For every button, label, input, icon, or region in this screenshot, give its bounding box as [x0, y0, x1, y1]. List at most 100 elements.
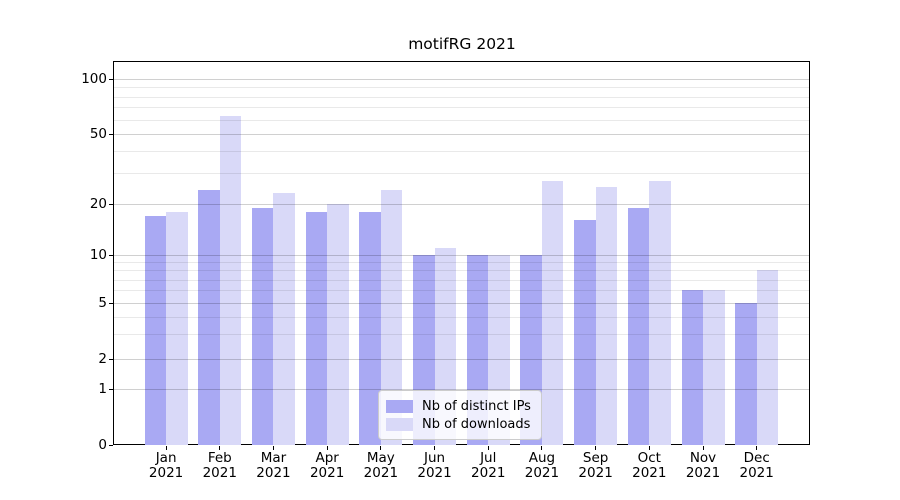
- gridline-minor-60: [114, 119, 809, 121]
- bar-nb-of-downloads-nov: [703, 290, 725, 445]
- gridline-minor-30: [114, 173, 809, 175]
- x-tick-label-year-nov: 2021: [685, 465, 721, 481]
- y-tick-label-10: 10: [89, 247, 107, 263]
- x-tick-label-month-jul: Jul: [480, 450, 497, 466]
- gridline-major-50: [114, 134, 809, 135]
- x-tick-label-month-jan: Jan: [155, 450, 177, 466]
- x-axis-tick-apr: [326, 446, 328, 450]
- x-axis-tick-may: [380, 446, 382, 450]
- x-tick-label-year-aug: 2021: [524, 465, 560, 481]
- bar-nb-of-downloads-jan: [166, 211, 188, 445]
- y-axis-tick-20: [109, 203, 113, 205]
- chart-title: motifRG 2021: [408, 35, 516, 53]
- x-axis-tick-oct: [648, 446, 650, 450]
- x-tick-label-feb: Feb 2021: [190, 451, 250, 481]
- y-tick-label-100: 100: [81, 71, 107, 87]
- x-tick-label-year-oct: 2021: [632, 465, 667, 481]
- y-tick-label-1: 1: [98, 381, 107, 397]
- x-tick-label-month-dec: Dec: [743, 450, 770, 466]
- bar-nb-of-distinct-ips-sep: [574, 220, 596, 445]
- y-tick-label-20: 20: [89, 196, 107, 212]
- legend-label-downloads: Nb of downloads: [422, 416, 531, 432]
- x-tick-label-jan: Jan 2021: [136, 451, 196, 481]
- x-tick-label-month-apr: Apr: [315, 450, 339, 466]
- x-axis-tick-jan: [165, 446, 167, 450]
- x-tick-label-year-may: 2021: [363, 465, 399, 481]
- x-tick-label-month-oct: Oct: [637, 450, 661, 466]
- plot-area: [113, 61, 810, 445]
- gridline-minor-70: [114, 107, 809, 109]
- bar-nb-of-downloads-dec: [756, 270, 779, 445]
- x-tick-label-month-mar: Mar: [260, 450, 287, 466]
- y-axis-tick-0: [109, 444, 113, 446]
- x-axis-tick-feb: [219, 446, 221, 450]
- bar-nb-of-downloads-feb: [219, 115, 242, 445]
- bar-nb-of-distinct-ips-nov: [681, 290, 703, 445]
- bar-nb-of-downloads-sep: [595, 186, 618, 445]
- x-tick-label-month-aug: Aug: [528, 450, 556, 466]
- x-axis-tick-dec: [756, 446, 758, 450]
- x-tick-label-dec: Dec 2021: [727, 451, 787, 481]
- x-tick-label-mar: Mar 2021: [243, 451, 303, 481]
- bar-nb-of-distinct-ips-jan: [144, 215, 167, 445]
- x-tick-label-may: May 2021: [351, 451, 411, 481]
- x-tick-label-month-may: May: [366, 450, 395, 466]
- x-tick-label-month-nov: Nov: [689, 450, 717, 466]
- bar-nb-of-distinct-ips-may: [359, 211, 381, 445]
- x-axis-tick-jul: [487, 446, 489, 450]
- legend-item-distinct-ips: Nb of distinct IPs: [386, 398, 534, 414]
- bar-nb-of-downloads-mar: [273, 193, 295, 445]
- x-tick-label-aug: Aug 2021: [512, 451, 572, 481]
- gridline-major-100: [114, 79, 809, 80]
- x-tick-label-year-jun: 2021: [417, 465, 452, 481]
- x-axis-tick-aug: [541, 446, 543, 450]
- bar-nb-of-distinct-ips-oct: [627, 207, 650, 445]
- bar-nb-of-downloads-may: [380, 190, 403, 445]
- x-tick-label-year-apr: 2021: [309, 465, 345, 481]
- y-tick-label-5: 5: [98, 295, 107, 311]
- x-tick-label-year-dec: 2021: [739, 465, 774, 481]
- x-tick-label-apr: Apr 2021: [297, 451, 357, 481]
- x-tick-label-year-jan: 2021: [148, 465, 184, 481]
- legend-label-distinct-ips: Nb of distinct IPs: [422, 398, 531, 414]
- legend-swatch-downloads: [386, 417, 413, 431]
- x-tick-label-oct: Oct 2021: [619, 451, 679, 481]
- y-axis-tick-1: [109, 388, 113, 390]
- legend: Nb of distinct IPs Nb of downloads: [378, 390, 542, 440]
- x-tick-label-month-jun: Jun: [424, 450, 446, 466]
- legend-swatch-distinct-ips: [386, 399, 413, 413]
- y-axis-tick-50: [109, 133, 113, 135]
- x-axis-tick-mar: [272, 446, 274, 450]
- y-axis-tick-2: [109, 358, 113, 360]
- x-axis-tick-sep: [595, 446, 597, 450]
- y-axis-tick-10: [109, 254, 113, 256]
- y-tick-label-0: 0: [98, 437, 107, 453]
- bar-nb-of-distinct-ips-mar: [251, 207, 274, 445]
- bar-nb-of-distinct-ips-dec: [735, 303, 757, 445]
- y-axis-tick-100: [109, 78, 113, 80]
- gridline-minor-80: [114, 96, 809, 98]
- legend-item-downloads: Nb of downloads: [386, 416, 534, 432]
- bar-nb-of-distinct-ips-feb: [198, 190, 220, 445]
- x-tick-label-month-sep: Sep: [582, 450, 609, 466]
- bar-nb-of-downloads-apr: [327, 204, 349, 445]
- x-axis-tick-jun: [434, 446, 436, 450]
- gridline-minor-40: [114, 151, 809, 153]
- x-tick-label-jul: Jul 2021: [458, 451, 518, 481]
- bar-nb-of-downloads-aug: [541, 181, 564, 445]
- y-tick-label-2: 2: [98, 351, 107, 367]
- y-tick-label-50: 50: [89, 126, 107, 142]
- x-axis-tick-nov: [702, 446, 704, 450]
- gridline-minor-90: [114, 87, 809, 89]
- x-tick-label-year-sep: 2021: [578, 465, 613, 481]
- x-tick-label-jun: Jun 2021: [405, 451, 465, 481]
- x-tick-label-nov: Nov 2021: [673, 451, 733, 481]
- x-tick-label-year-feb: 2021: [202, 465, 237, 481]
- y-axis-tick-5: [109, 302, 113, 304]
- x-tick-label-year-jul: 2021: [471, 465, 506, 481]
- x-tick-label-sep: Sep 2021: [566, 451, 626, 481]
- bar-nb-of-distinct-ips-apr: [305, 211, 328, 445]
- x-tick-label-year-mar: 2021: [256, 465, 291, 481]
- x-tick-label-month-feb: Feb: [207, 450, 232, 466]
